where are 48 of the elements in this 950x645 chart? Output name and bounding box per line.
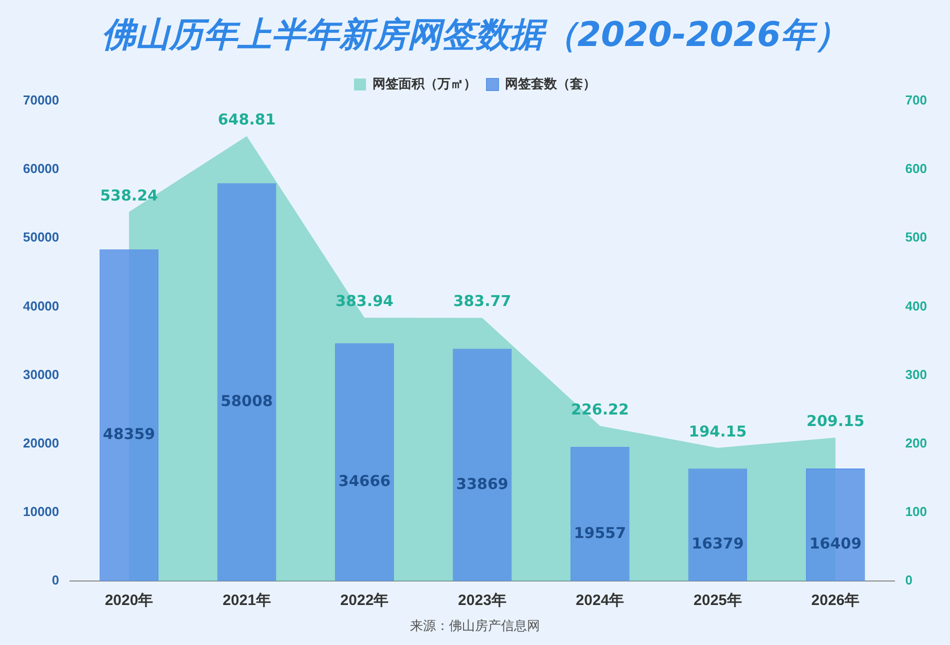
x-tick-label: 2022年 xyxy=(340,592,389,610)
y2-tick-label: 0 xyxy=(905,572,913,588)
y2-tick-label: 600 xyxy=(905,161,928,176)
data-label: 16409 xyxy=(809,534,862,553)
x-tick-label: 2025年 xyxy=(694,592,742,610)
x-tick-label: 2026年 xyxy=(811,592,860,610)
data-label: 383.77 xyxy=(453,292,512,310)
y2-tick-label: 500 xyxy=(905,230,928,245)
y-tick-label: 70000 xyxy=(22,92,60,108)
bar xyxy=(452,348,512,581)
data-label: 19557 xyxy=(574,524,626,542)
y2-tick-label: 400 xyxy=(905,298,928,314)
y-tick-label: 20000 xyxy=(22,435,60,450)
y-tick-label: 0 xyxy=(52,572,60,588)
data-label: 194.15 xyxy=(688,422,747,440)
chart-title: 佛山历年上半年新房网签数据（2020-2026年） xyxy=(100,14,850,57)
y-tick-label: 40000 xyxy=(22,298,60,314)
data-label: 58008 xyxy=(220,392,273,410)
source-note: 来源：佛山房产信息网 xyxy=(409,618,541,635)
y-tick-label: 30000 xyxy=(22,366,60,382)
bar xyxy=(570,446,630,581)
y2-tick-label: 200 xyxy=(905,435,928,450)
bar xyxy=(335,343,394,581)
x-tick-label: 2023年 xyxy=(458,592,506,610)
data-label: 538.24 xyxy=(100,186,158,204)
bar xyxy=(100,249,158,581)
bar xyxy=(688,468,748,581)
y-tick-label: 50000 xyxy=(22,230,60,245)
y2-tick-label: 300 xyxy=(905,366,928,382)
x-tick-label: 2021年 xyxy=(222,592,271,610)
y-tick-label: 60000 xyxy=(22,161,60,176)
data-label: 383.94 xyxy=(336,292,394,310)
y2-tick-label: 700 xyxy=(905,92,928,108)
x-tick-label: 2020年 xyxy=(104,592,154,610)
data-label: 16379 xyxy=(692,534,744,553)
data-label: 209.15 xyxy=(806,412,864,430)
data-label: 34666 xyxy=(338,472,391,490)
legend-label: 网签套数（套） xyxy=(505,76,596,92)
y-tick-label: 10000 xyxy=(22,504,60,520)
bar xyxy=(806,468,865,581)
data-label: 48359 xyxy=(102,425,156,444)
data-label: 648.81 xyxy=(218,110,276,128)
data-label: 33869 xyxy=(456,474,508,493)
data-label: 226.22 xyxy=(571,400,629,418)
bar xyxy=(217,183,276,581)
y2-tick-label: 100 xyxy=(905,504,928,520)
x-tick-label: 2024年 xyxy=(576,592,624,610)
legend-label: 网签面积（万㎡） xyxy=(372,76,476,92)
